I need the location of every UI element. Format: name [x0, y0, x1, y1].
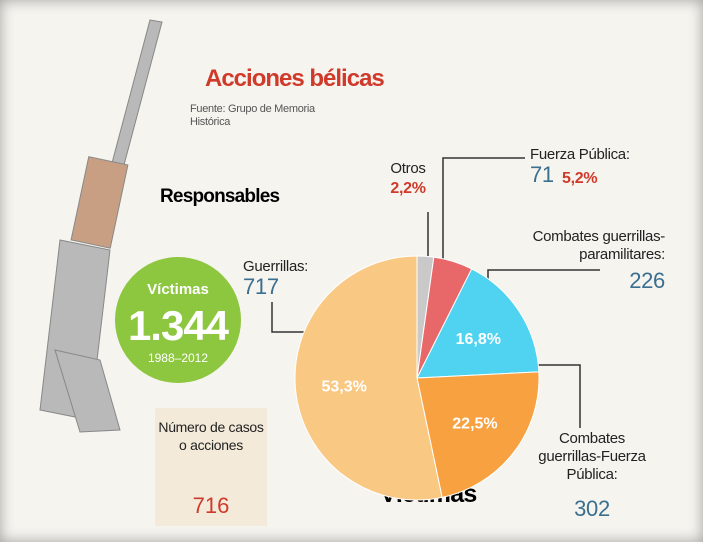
source: Fuente: Grupo de Memoria Histórica	[190, 103, 315, 128]
cases-label: Número de casos o acciones	[158, 419, 264, 453]
slice-name: Combates guerrillas-paramilitares:	[532, 228, 666, 263]
rifle-drawing	[39, 19, 163, 433]
slice-count: 226	[629, 268, 665, 293]
slice-percent: 5,2%	[562, 170, 598, 187]
slice-percent: 22,5%	[452, 416, 497, 433]
slice-name: Guerrillas:	[243, 258, 309, 275]
total-label: Víctimas	[147, 281, 209, 298]
period: 1988–2012	[148, 351, 208, 365]
cases-box	[155, 408, 267, 526]
chart-title: Acciones bélicas	[205, 65, 384, 92]
total-circle	[115, 257, 241, 383]
slice-count: 71	[530, 162, 554, 187]
pie-slice	[294, 255, 443, 501]
subtitle: Responsables	[160, 186, 279, 207]
slice-name: Otros	[390, 160, 426, 177]
slice-count: 717	[243, 274, 279, 299]
slice-name: Combates guerrillas-Fuerza Pública:	[538, 430, 646, 483]
slice-percent: 16,8%	[456, 331, 501, 348]
pie-slice	[416, 268, 540, 379]
slice-name: Fuerza Pública:	[530, 146, 630, 163]
slice-count: 302	[574, 496, 610, 521]
pie-slice	[416, 371, 540, 498]
slice-percent: 2,2%	[390, 180, 426, 197]
slice-percent: 53,3%	[322, 379, 367, 396]
total-value: 1.344	[128, 302, 230, 349]
cases-value: 716	[193, 493, 230, 518]
